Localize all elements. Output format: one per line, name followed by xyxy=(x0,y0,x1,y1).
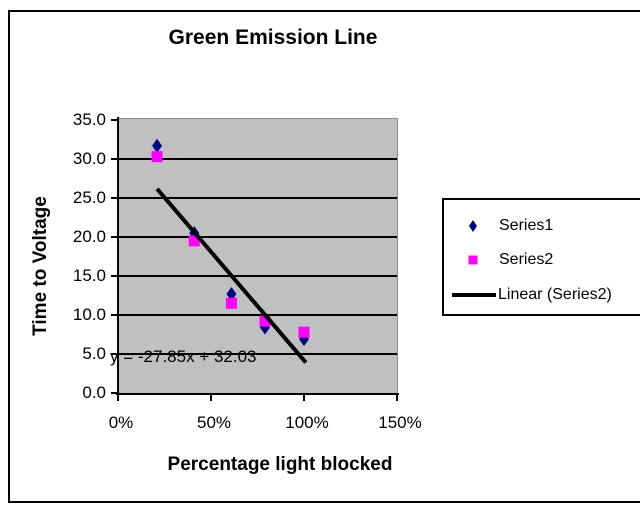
gridline xyxy=(119,314,397,316)
legend-line-icon xyxy=(452,293,496,297)
chart-title: Green Emission Line xyxy=(168,26,378,49)
y-axis-line xyxy=(117,117,119,395)
y-axis-title: Time to Voltage xyxy=(30,196,51,336)
x-tick-label: 50% xyxy=(196,413,232,432)
y-tick-label: 0.0 xyxy=(82,383,106,402)
y-axis-tick xyxy=(111,392,118,394)
y-axis-tick xyxy=(111,314,118,316)
y-axis-tick xyxy=(111,236,118,238)
legend-item-label: Series2 xyxy=(499,251,554,268)
x-axis-tick xyxy=(303,395,305,401)
legend-diamond-icon xyxy=(469,220,477,232)
legend-item-label: Series1 xyxy=(499,217,554,234)
legend: Series1 Series2 Linear (Series2) xyxy=(442,198,640,316)
gridline xyxy=(119,158,397,160)
y-tick-label: 30.0 xyxy=(72,149,106,168)
x-tick-label: 100% xyxy=(285,413,329,432)
y-axis-tick xyxy=(111,197,118,199)
x-axis-tick xyxy=(210,395,212,401)
gridline xyxy=(119,236,397,238)
y-tick-label: 15.0 xyxy=(72,266,106,285)
y-axis-tick xyxy=(111,158,118,160)
x-axis-title: Percentage light blocked xyxy=(167,454,393,475)
y-axis-tick xyxy=(111,119,118,121)
legend-item: Linear (Series2) xyxy=(444,283,640,307)
x-axis-tick xyxy=(117,395,119,401)
legend-square-icon xyxy=(468,255,478,265)
trendline-equation: y = -27.85x + 32.03 xyxy=(110,347,257,366)
gridline xyxy=(119,197,397,199)
legend-item-label: Linear (Series2) xyxy=(498,286,612,303)
y-tick-label: 5.0 xyxy=(82,344,106,363)
x-tick-label: 0% xyxy=(108,413,134,432)
y-tick-label: 10.0 xyxy=(72,305,106,324)
gridline xyxy=(119,275,397,277)
y-tick-label: 25.0 xyxy=(72,188,106,207)
y-axis-tick xyxy=(111,275,118,277)
y-tick-label: 20.0 xyxy=(72,227,106,246)
y-axis-tick xyxy=(111,353,118,355)
legend-item: Series1 xyxy=(444,214,640,238)
x-axis-tick xyxy=(396,395,398,401)
y-tick-label: 35.0 xyxy=(72,110,106,129)
x-tick-label: 150% xyxy=(378,413,422,432)
x-axis-line xyxy=(116,393,399,395)
legend-item: Series2 xyxy=(444,248,640,272)
